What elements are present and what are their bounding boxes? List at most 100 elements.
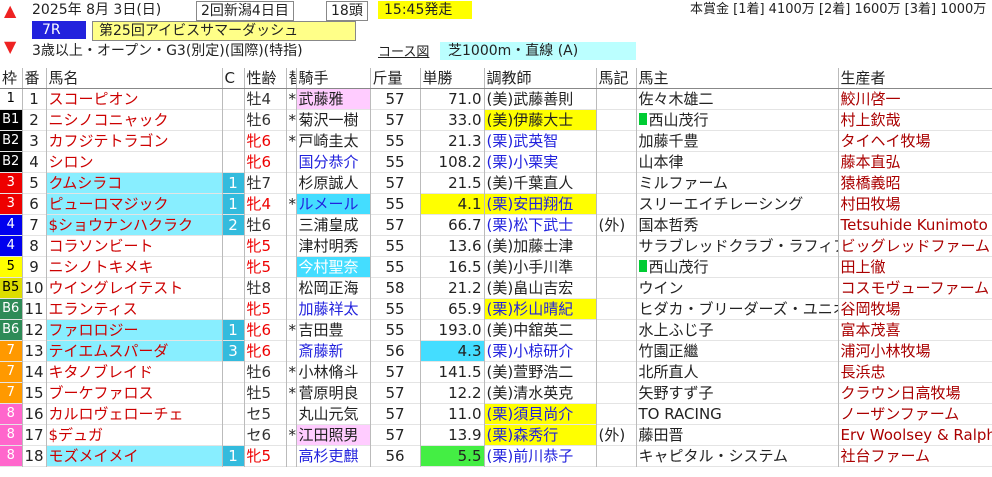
- next-arrow[interactable]: ▼: [4, 37, 17, 56]
- jockey-change: [286, 151, 297, 173]
- odds: 108.2: [420, 151, 485, 173]
- prev-arrow[interactable]: ▲: [4, 1, 17, 20]
- c-mark: [222, 130, 245, 152]
- owner: キャピタル・システム: [636, 445, 839, 467]
- entry-row: 7 13 テイエムスパーダ 3 牝6 斎藤新 56 4.3 (栗)小椋研介 竹園正繼 浦河小林牧場: [0, 340, 992, 362]
- umaban: 18: [22, 445, 47, 467]
- weight: 56: [370, 340, 421, 362]
- sex-age: セ6: [244, 424, 287, 446]
- owner: 西山茂行: [636, 256, 839, 278]
- entry-row: B2 4 シロン 牝6 国分恭介 55 108.2 (栗)小栗実 山本律 藤本直弘: [0, 151, 992, 173]
- odds: 193.0: [420, 319, 485, 341]
- waku: 4: [0, 214, 23, 236]
- race-no: 7R: [32, 21, 86, 39]
- owner: 藤田晋: [636, 424, 839, 446]
- owner: 西山茂行: [636, 109, 839, 131]
- entry-row: 3 5 クムシラコ 1 牡7 杉原誠人 57 21.5 (美)千葉直人 ミルファーム 猿橋義昭: [0, 172, 992, 194]
- umaban: 8: [22, 235, 47, 257]
- weight: 55: [370, 130, 421, 152]
- entry-row: 8 16 カルロヴェローチェ セ5 丸山元気 57 11.0 (栗)須貝尚介 TO RACING…: [0, 403, 992, 425]
- c-mark: 1: [222, 193, 245, 215]
- jockey: 菅原明良: [296, 382, 371, 404]
- c-mark: [222, 151, 245, 173]
- waku: B6: [0, 298, 23, 320]
- jockey-change: *: [286, 319, 297, 341]
- waku: B2: [0, 130, 23, 152]
- umaban: 1: [22, 88, 47, 110]
- mark: [596, 340, 637, 362]
- jockey: 高杉吏麒: [296, 445, 371, 467]
- weight: 55: [370, 235, 421, 257]
- breeder: 富本茂喜: [838, 319, 992, 341]
- entry-row: B6 12 ファロロジー 1 牝6 * 吉田豊 55 193.0 (美)中舘英二 水上ふじ子 富本茂喜: [0, 319, 992, 341]
- jockey: 吉田豊: [296, 319, 371, 341]
- jockey: 戸崎圭太: [296, 130, 371, 152]
- trainer: (栗)松下武士: [484, 214, 597, 236]
- breeder: ノーザンファーム: [838, 403, 992, 425]
- c-mark: 2: [222, 214, 245, 236]
- jockey-change: [286, 445, 297, 467]
- trainer: (栗)小椋研介: [484, 340, 597, 362]
- trainer: (美)加藤士津: [484, 235, 597, 257]
- odds: 65.9: [420, 298, 485, 320]
- breeder: 猿橋義昭: [838, 172, 992, 194]
- owner: スリーエイチレーシング: [636, 193, 839, 215]
- course-link[interactable]: コース図: [378, 45, 430, 60]
- umaban: 6: [22, 193, 47, 215]
- jockey: 武藤雅: [296, 88, 371, 110]
- c-mark: 1: [222, 319, 245, 341]
- trainer: (美)萱野浩二: [484, 361, 597, 383]
- breeder: 社台ファーム: [838, 445, 992, 467]
- mark: [596, 151, 637, 173]
- sex-age: 牝4: [244, 193, 287, 215]
- waku: B1: [0, 109, 23, 131]
- trainer: (美)小手川準: [484, 256, 597, 278]
- sex-age: 牡4: [244, 88, 287, 110]
- mark: [596, 382, 637, 404]
- column-header: 単勝: [420, 68, 485, 89]
- umaban: 12: [22, 319, 47, 341]
- sex-age: 牡6: [244, 361, 287, 383]
- jockey-change: [286, 172, 297, 194]
- odds: 16.5: [420, 256, 485, 278]
- jockey-change: *: [286, 361, 297, 383]
- waku: 7: [0, 382, 23, 404]
- horse-name: クムシラコ: [46, 172, 223, 194]
- owner-marker: [638, 113, 647, 125]
- entry-row: 3 6 ピューロマジック 1 牝4 * ルメール 55 4.1 (栗)安田翔伍 スリーエイチレーシン…: [0, 193, 992, 215]
- horse-name: ブーケファロス: [46, 382, 223, 404]
- owner: 竹園正繼: [636, 340, 839, 362]
- jockey-change: *: [286, 382, 297, 404]
- mark: [596, 403, 637, 425]
- owner: 北所直人: [636, 361, 839, 383]
- odds: 141.5: [420, 361, 485, 383]
- odds: 4.3: [420, 340, 485, 362]
- jockey: 菊沢一樹: [296, 109, 371, 131]
- weight: 55: [370, 193, 421, 215]
- owner: 矢野すず子: [636, 382, 839, 404]
- sex-age: 牡6: [244, 214, 287, 236]
- column-header: 性齢: [244, 68, 287, 89]
- horse-name: ファロロジー: [46, 319, 223, 341]
- horse-name: ピューロマジック: [46, 193, 223, 215]
- horse-name: エランティス: [46, 298, 223, 320]
- mark: [596, 277, 637, 299]
- horse-name: ニシノトキメキ: [46, 256, 223, 278]
- mark: [596, 445, 637, 467]
- prize: 本賞金 [1着] 4100万 [2着] 1600万 [3着] 1000万: [690, 2, 987, 17]
- owner: TO RACING: [636, 403, 839, 425]
- heads: 18頭: [326, 1, 368, 21]
- weight: 57: [370, 361, 421, 383]
- odds: 13.9: [420, 424, 485, 446]
- sex-age: 牝6: [244, 340, 287, 362]
- entry-row: 4 8 コラソンビート 牝5 津村明秀 55 13.6 (美)加藤士津 サラブレッドクラブ・ラフ…: [0, 235, 992, 257]
- jockey: 今村聖奈: [296, 256, 371, 278]
- mark: [596, 298, 637, 320]
- entry-row: 1 1 スコーピオン 牡4 * 武藤雅 57 71.0 (美)武藤善則 佐々木雄二 鮫川啓一: [0, 88, 992, 110]
- horse-name: カフジテトラゴン: [46, 130, 223, 152]
- column-header: 馬名: [46, 68, 223, 89]
- entry-row: 4 7 $ショウナンハクラク 2 牡6 三浦皇成 57 66.7 (栗)松下武士 (外) 国本哲秀 T…: [0, 214, 992, 236]
- entry-row: B2 3 カフジテトラゴン 牝6 * 戸崎圭太 55 21.3 (栗)武英智 加藤千豊 タイヘイ牧場: [0, 130, 992, 152]
- breeder: クラウン日高牧場: [838, 382, 992, 404]
- column-header: C: [222, 68, 245, 89]
